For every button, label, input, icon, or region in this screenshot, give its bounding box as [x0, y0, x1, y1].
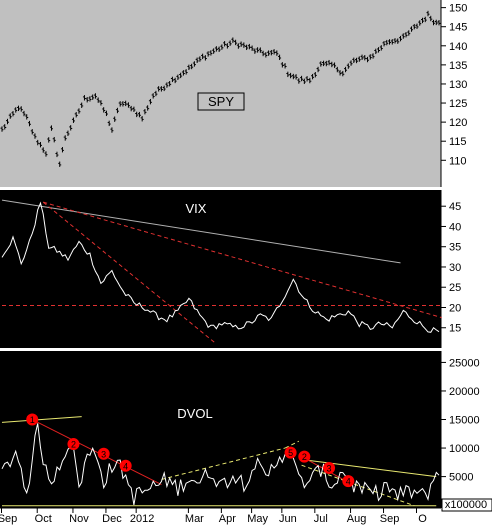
- spy-price-bars: [0, 10, 441, 167]
- x-axis-strip: [0, 508, 492, 527]
- x-tick-label: Oct: [35, 513, 52, 525]
- x-tick-label: Sep: [380, 513, 400, 525]
- y-tick-label: 125: [449, 98, 467, 110]
- y-tick-label: 15000: [449, 415, 480, 427]
- wave-marker-label: 3: [101, 449, 106, 459]
- y-tick-label: 115: [449, 136, 467, 148]
- y-tick-label: 135: [449, 60, 467, 72]
- y-tick-label: 130: [449, 79, 467, 91]
- panel-axis-strip-1: [441, 190, 492, 348]
- panel-background-1: [0, 190, 441, 348]
- y-tick-label: 15: [449, 323, 461, 335]
- wave-marker-label: 2: [302, 452, 307, 462]
- wave-marker-label: 1: [30, 415, 35, 425]
- wave-marker: [26, 413, 39, 426]
- vix-series-line: [1, 201, 440, 333]
- wave-marker-label: 3: [327, 464, 332, 474]
- x-tick-label: Apr: [219, 513, 236, 525]
- y-tick-label: 5000: [449, 472, 473, 484]
- x-tick-label: 2012: [130, 513, 154, 525]
- trendline: [301, 458, 437, 478]
- y-tick-label: 140: [449, 41, 467, 53]
- trendline: [284, 440, 300, 449]
- y-tick-label: 145: [449, 22, 467, 34]
- trendline: [32, 419, 162, 486]
- x-tick-label: Mar: [185, 513, 204, 525]
- trendline: [1, 416, 82, 423]
- wave-marker: [67, 438, 80, 451]
- x-tick-label: Jun: [279, 513, 297, 525]
- wave-marker: [284, 446, 297, 459]
- wave-marker-label: 4: [123, 461, 128, 471]
- y-tick-label: 30: [449, 262, 461, 274]
- wave-marker-label: 4: [346, 477, 351, 487]
- y-tick-label: 25000: [449, 357, 480, 369]
- x-tick-label: Jul: [314, 513, 328, 525]
- x-tick-label: Dec: [102, 513, 122, 525]
- wave-marker-label: 5: [288, 448, 293, 458]
- y-tick-label: 20: [449, 302, 461, 314]
- y-tick-label: 20000: [449, 386, 480, 398]
- panel-background-2: [0, 351, 441, 508]
- trendline: [1, 199, 401, 264]
- wave-marker: [298, 450, 311, 463]
- y-tick-label: 110: [449, 155, 467, 167]
- y-tick-label: 25: [449, 282, 461, 294]
- x-tick-label: Nov: [69, 513, 89, 525]
- y-tick-label: 45: [449, 201, 461, 213]
- x-tick-label: O: [418, 513, 427, 525]
- dvol-panel-label: DVOL: [177, 406, 212, 421]
- wave-marker: [119, 459, 132, 472]
- x-tick-label: Sep: [0, 513, 17, 525]
- y-tick-label: 10000: [449, 443, 480, 455]
- wave-marker: [342, 475, 355, 488]
- trendline: [301, 464, 415, 507]
- panel-axis-strip-0: [441, 0, 492, 187]
- wave-marker: [97, 447, 110, 460]
- spy-label-box: [197, 92, 245, 111]
- x-tick-label: Aug: [347, 513, 367, 525]
- spy-panel-label: SPY: [208, 94, 234, 109]
- dvol-multiplier-box: [441, 498, 492, 512]
- y-tick-label: 40: [449, 221, 461, 233]
- vix-panel-label: VIX: [186, 201, 207, 216]
- y-tick-label: 150: [449, 3, 467, 15]
- y-tick-label: 120: [449, 117, 467, 129]
- wave-marker: [323, 462, 336, 475]
- trendline: [42, 201, 217, 345]
- trendline: [43, 201, 442, 319]
- x-tick-label: May: [247, 513, 268, 525]
- trendline: [161, 447, 286, 480]
- dvol-series-line: [1, 423, 440, 505]
- panel-axis-strip-2: [441, 351, 492, 508]
- dvol-multiplier-label: x100000: [445, 499, 487, 511]
- wave-marker-label: 2: [71, 440, 76, 450]
- y-tick-label: 35: [449, 242, 461, 254]
